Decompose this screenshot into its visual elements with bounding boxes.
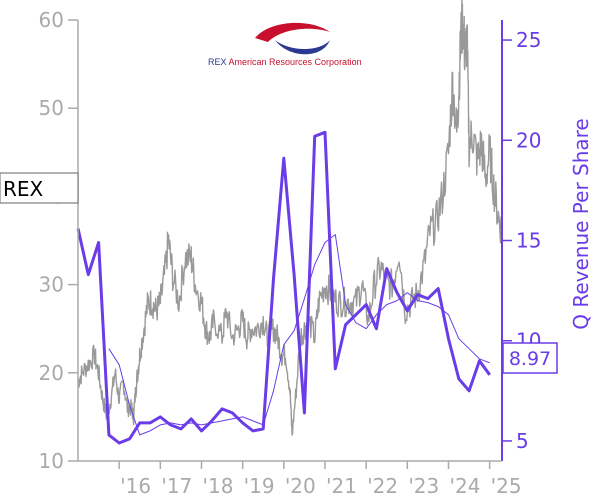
x-tick-label: '25 <box>491 474 522 498</box>
company-name-rest: American Resources Corporation <box>227 57 362 67</box>
left-tick-label: 10 <box>39 449 64 473</box>
x-tick-label: '18 <box>202 474 233 498</box>
x-tick-label: '16 <box>120 474 151 498</box>
logo-swoosh-red <box>255 22 330 42</box>
axes-layer: 102030405060510152025'16'17'18'19'20'21'… <box>39 8 542 498</box>
ticker-box <box>0 172 79 204</box>
price-line <box>77 0 503 436</box>
right-tick-label: 15 <box>516 229 541 253</box>
logo-swoosh-blue <box>275 40 330 55</box>
last-value-box: 8.97 <box>502 342 558 374</box>
x-tick-label: '20 <box>285 474 316 498</box>
x-tick-label: '24 <box>449 474 480 498</box>
ticker-label-box: REX <box>0 172 79 204</box>
last-value-label: 8.97 <box>509 348 551 370</box>
company-name-first: REX <box>208 57 227 67</box>
right-tick-label: 20 <box>516 128 541 152</box>
right-tick-label: 5 <box>516 429 529 453</box>
ticker-label: REX <box>3 177 44 201</box>
left-tick-label: 60 <box>39 8 64 32</box>
right-axis-title: Q Revenue Per Share <box>569 118 593 330</box>
left-tick-label: 50 <box>39 96 64 120</box>
x-tick-label: '17 <box>161 474 192 498</box>
x-tick-label: '19 <box>244 474 275 498</box>
x-tick-label: '22 <box>367 474 398 498</box>
revenue-series-layer <box>76 130 491 445</box>
revenue-avg-line <box>108 234 490 436</box>
right-tick-label: 25 <box>516 28 541 52</box>
last-value-border <box>502 342 558 374</box>
x-tick-label: '21 <box>326 474 357 498</box>
revenue-line <box>76 130 491 445</box>
x-tick-label: '23 <box>408 474 439 498</box>
company-logo: REX American Resources Corporation <box>208 22 362 67</box>
left-tick-label: 30 <box>39 273 64 297</box>
company-name: REX American Resources Corporation <box>208 57 362 67</box>
price-series-layer <box>77 0 503 436</box>
left-tick-label: 20 <box>39 361 64 385</box>
